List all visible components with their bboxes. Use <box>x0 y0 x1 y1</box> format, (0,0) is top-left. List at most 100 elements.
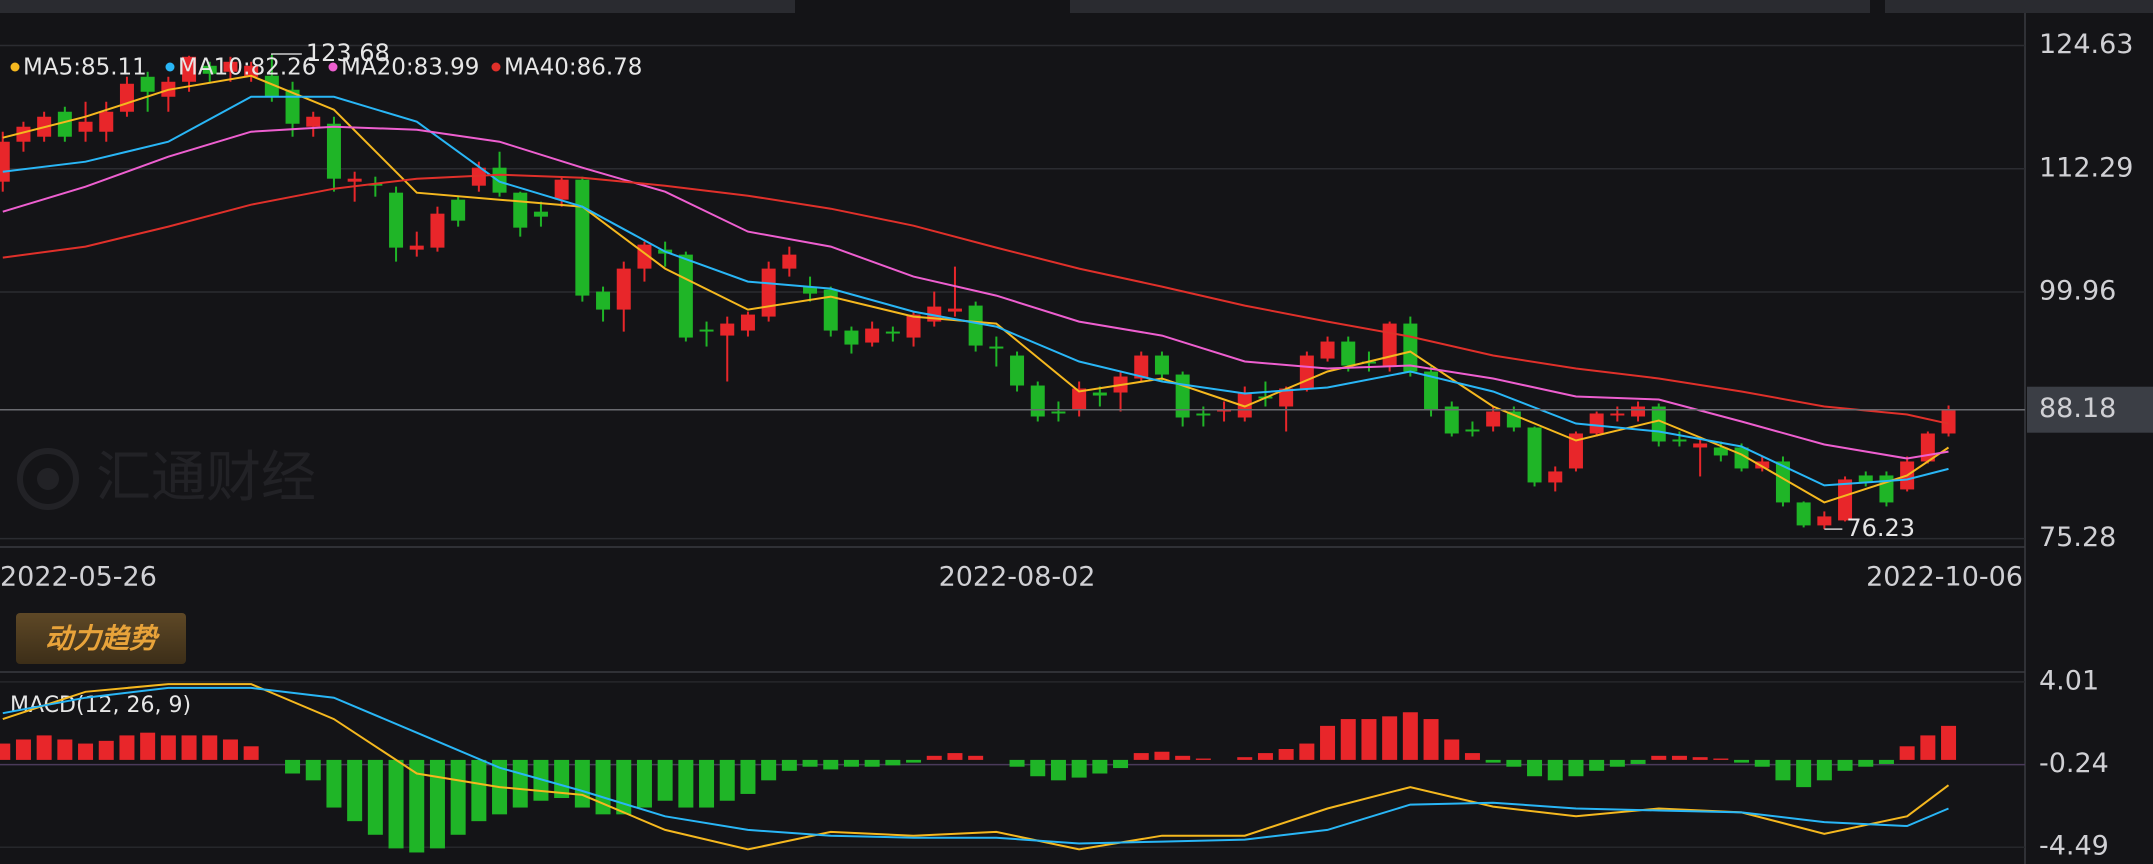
macd-bar <box>926 755 942 760</box>
candle-body <box>989 346 1004 349</box>
candle-body <box>1568 433 1583 469</box>
tab[interactable] <box>1070 0 1870 13</box>
candle-body <box>1775 461 1790 503</box>
candle-body <box>865 328 880 343</box>
y-tick-label: 124.63 <box>2039 29 2133 60</box>
macd-bar <box>1858 759 1874 767</box>
candle-body <box>119 83 134 112</box>
candle-body <box>1051 411 1066 414</box>
macd-bar <box>678 759 694 808</box>
candle-body <box>1403 323 1418 372</box>
macd-bar <box>1878 759 1894 764</box>
candle-body <box>513 192 528 228</box>
macd-bar <box>160 735 176 760</box>
legend-swatch <box>328 62 338 72</box>
macd-bar <box>429 759 445 849</box>
candle-body <box>1693 443 1708 448</box>
candle-body <box>1010 355 1025 386</box>
legend-label: MA20:83.99 <box>341 55 479 81</box>
macd-bar <box>243 746 259 760</box>
legend-swatch <box>491 62 501 72</box>
legend-swatch <box>165 62 175 72</box>
candle-body <box>1217 409 1232 412</box>
candle-body <box>492 167 507 193</box>
candle-body <box>347 178 362 182</box>
y-tick-label: -4.49 <box>2039 831 2109 862</box>
ma-line <box>2 74 1950 504</box>
candle-body <box>947 308 962 312</box>
button-label[interactable]: 动力趋势 <box>45 622 160 655</box>
macd-bar <box>471 759 487 822</box>
candle-body <box>533 211 548 217</box>
candle-body <box>968 305 983 346</box>
macd-bar <box>1402 712 1418 760</box>
macd-bar <box>885 759 901 766</box>
candle-body <box>1610 413 1625 416</box>
macd-bar <box>554 759 570 799</box>
candle-body <box>264 75 279 97</box>
macd-bar <box>305 759 321 781</box>
legend-label: MA10:82.26 <box>178 55 316 81</box>
candle-body <box>223 61 238 72</box>
tab[interactable] <box>0 0 795 13</box>
macd-bar <box>1133 753 1149 760</box>
candle-body <box>1279 388 1294 407</box>
macd-line <box>2 686 1949 845</box>
macd-bar <box>285 759 301 774</box>
y-tick-label: 99.96 <box>2039 275 2116 306</box>
macd-bar <box>512 759 528 808</box>
macd-bar <box>1630 759 1646 764</box>
macd-bar <box>1651 755 1667 760</box>
macd-bar <box>450 759 466 835</box>
candle-body <box>1527 427 1542 483</box>
plot-layer <box>0 44 2025 853</box>
macd-bar <box>1485 759 1501 763</box>
macd-bar <box>1941 725 1957 760</box>
candle-body <box>906 314 921 338</box>
x-tick-label: 2022-10-06 <box>1866 562 2023 593</box>
macd-bar <box>202 735 218 760</box>
momentum-button[interactable]: 动力趋势 <box>16 613 186 664</box>
tab[interactable] <box>1885 0 2153 13</box>
candle-body <box>389 192 404 248</box>
macd-bar <box>36 735 52 760</box>
macd-bar <box>326 759 342 808</box>
candle-body <box>182 56 197 82</box>
candle-body <box>1237 392 1252 418</box>
watermark-text: 汇通财经 <box>96 445 316 509</box>
macd-bar <box>1154 751 1170 760</box>
macd-bar <box>1568 759 1584 777</box>
watermark-logo <box>17 448 79 510</box>
y-tick-label: 4.01 <box>2039 665 2099 696</box>
legend-swatch <box>10 62 20 72</box>
macd-bar <box>968 755 984 760</box>
macd-bar <box>781 759 797 771</box>
button-bg[interactable] <box>16 613 186 664</box>
candle-body <box>823 289 838 331</box>
watermark-logo <box>37 468 59 490</box>
candle-body <box>678 254 693 338</box>
candle-body <box>430 213 445 248</box>
macd-bar <box>1589 759 1605 771</box>
macd-bar <box>1692 757 1708 760</box>
candle-body <box>1672 439 1687 442</box>
watermark: 汇通财经 <box>17 445 316 510</box>
macd-bar <box>388 759 404 849</box>
macd-bar <box>1237 757 1253 760</box>
candle-body <box>1072 388 1087 411</box>
candle-body <box>740 314 755 331</box>
candle-body <box>1548 471 1563 483</box>
macd-bar <box>1775 759 1791 781</box>
candle-body <box>140 76 155 92</box>
candle-body <box>1444 406 1459 434</box>
ma-line <box>2 95 1949 487</box>
candle-body <box>782 254 797 269</box>
macd-bar <box>699 759 715 808</box>
macd-bar <box>1030 759 1046 777</box>
last-price-label: 88.18 <box>2039 393 2116 424</box>
high-label: 123.68 <box>306 39 390 67</box>
macd-bar <box>1278 749 1294 760</box>
macd-bar <box>119 735 135 760</box>
candle-body <box>285 89 300 124</box>
low-label: 76.23 <box>1846 514 1915 542</box>
